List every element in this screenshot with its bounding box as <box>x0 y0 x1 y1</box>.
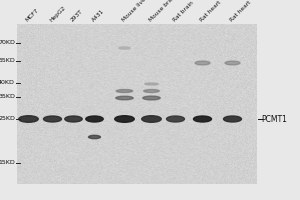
Ellipse shape <box>86 116 103 122</box>
Ellipse shape <box>167 116 184 122</box>
FancyBboxPatch shape <box>16 24 256 184</box>
Ellipse shape <box>119 47 130 49</box>
Ellipse shape <box>65 116 82 122</box>
Text: 70KD: 70KD <box>0 40 15 46</box>
Ellipse shape <box>115 116 134 122</box>
Ellipse shape <box>144 90 159 92</box>
Text: 35KD: 35KD <box>0 95 15 99</box>
Ellipse shape <box>194 116 211 122</box>
Ellipse shape <box>225 61 240 65</box>
Text: PCMT1: PCMT1 <box>261 114 287 123</box>
Text: A431: A431 <box>91 9 105 23</box>
Ellipse shape <box>116 90 133 92</box>
Ellipse shape <box>195 61 210 65</box>
Text: Rat brain: Rat brain <box>172 1 194 23</box>
Ellipse shape <box>224 116 242 122</box>
Text: Mouse liver: Mouse liver <box>121 0 148 23</box>
Ellipse shape <box>44 116 62 122</box>
Ellipse shape <box>19 116 38 122</box>
Text: 15KD: 15KD <box>0 160 15 166</box>
Text: 25KD: 25KD <box>0 116 15 121</box>
Text: 55KD: 55KD <box>0 58 15 64</box>
Text: 293T: 293T <box>70 9 84 23</box>
Ellipse shape <box>143 96 160 100</box>
Ellipse shape <box>88 135 101 139</box>
Text: MCF7: MCF7 <box>25 8 40 23</box>
Text: 40KD: 40KD <box>0 80 15 86</box>
Text: HepG2: HepG2 <box>49 5 67 23</box>
Ellipse shape <box>145 83 158 85</box>
Ellipse shape <box>142 116 161 122</box>
Text: Mouse brain: Mouse brain <box>148 0 177 23</box>
Text: Rat heart: Rat heart <box>229 0 252 23</box>
Ellipse shape <box>116 96 133 100</box>
Text: Rat heart: Rat heart <box>199 0 222 23</box>
